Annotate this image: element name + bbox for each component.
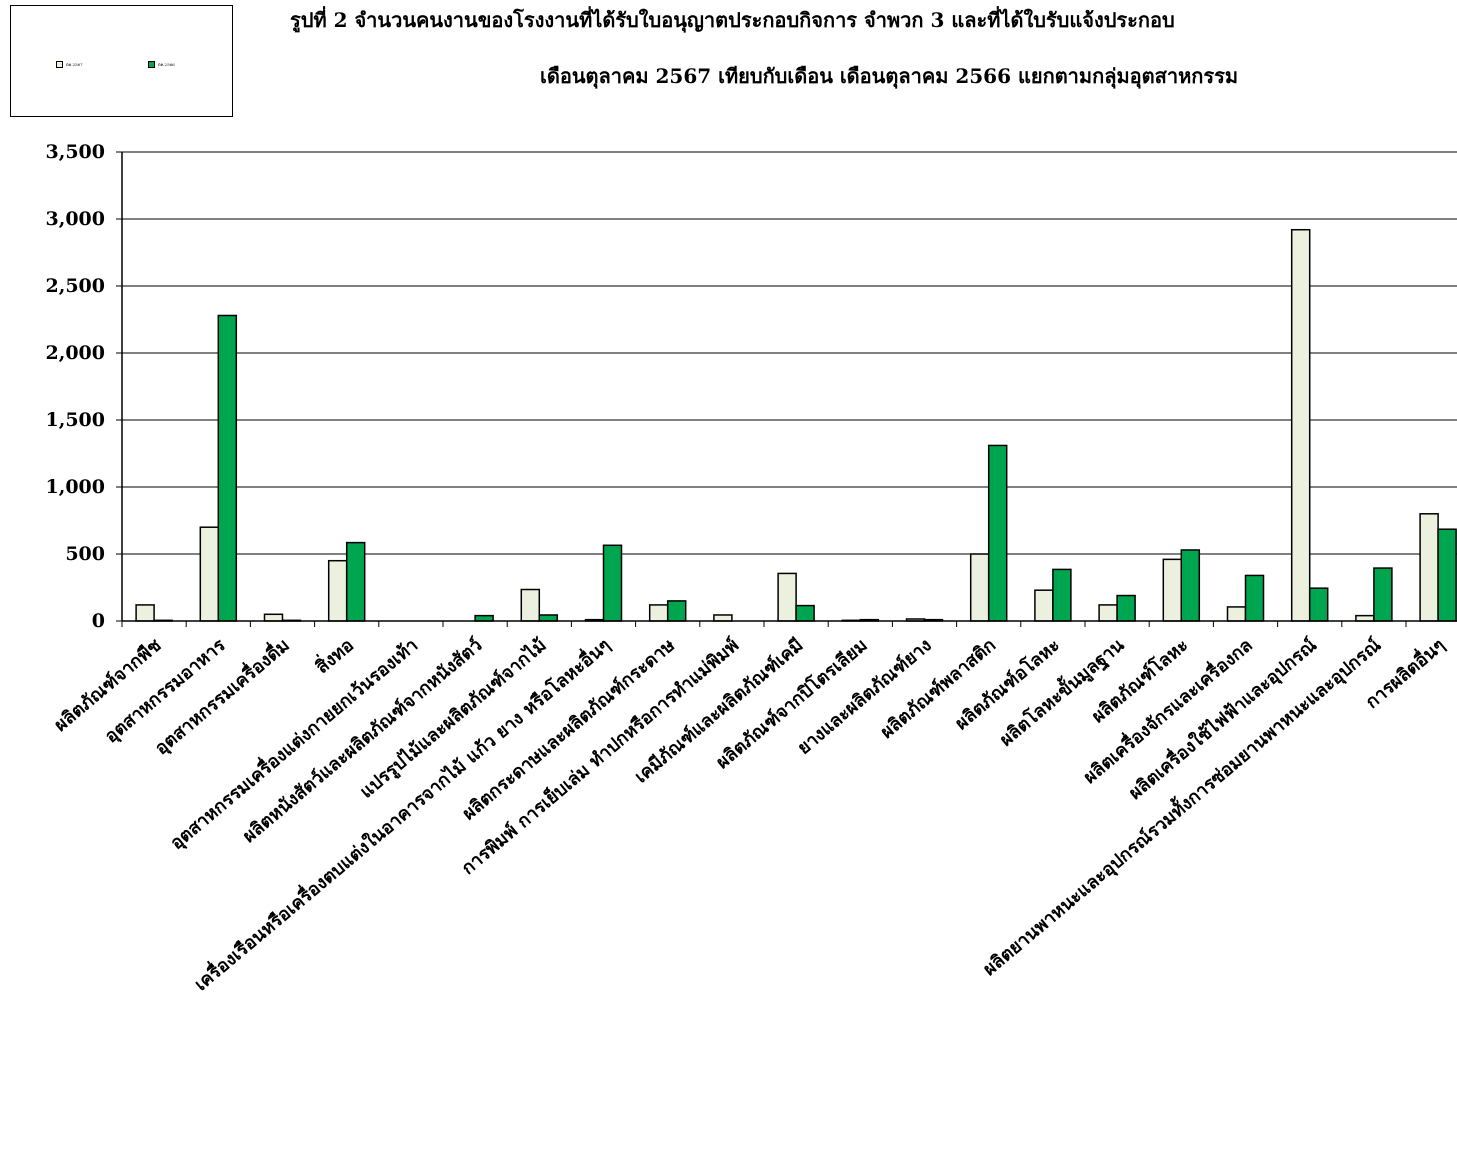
legend-label-2567: ตค.2567	[66, 62, 83, 67]
bar-2566	[538, 614, 559, 622]
legend-label-2566: ตค.2566	[158, 62, 175, 67]
bar-2567	[648, 604, 669, 622]
y-axis-ticks: 0 500 1,000 1,500 2,000 2,500 3,000 3,500	[46, 141, 122, 632]
bar-2567	[1226, 606, 1247, 622]
axes	[121, 152, 1457, 622]
bar-2567	[520, 588, 541, 622]
legend: ตค.2567 ตค.2566	[10, 5, 233, 117]
y-tick-label: 2,500	[46, 275, 106, 297]
y-tick-label: 3,500	[46, 141, 106, 163]
bar-2567	[327, 559, 348, 622]
legend-item-2566: ตค.2566	[148, 61, 175, 68]
x-axis-ticks: ผลิตภัณฑ์จากพืชอุตสาหกรรมอาหารอุตสาหกรรม…	[50, 621, 1449, 995]
x-tick-label: สิ่งทอ	[310, 632, 358, 678]
y-tick-label: 3,000	[46, 208, 106, 230]
bar-2567	[777, 572, 797, 622]
bar-2566	[474, 614, 494, 622]
x-tick-label: เครื่องเรือนหรือเครื่องตบแต่งในอาคารจากไ…	[189, 632, 615, 995]
y-tick-label: 500	[65, 543, 105, 565]
bar-2567	[263, 613, 284, 622]
bar-2566	[795, 604, 815, 622]
y-tick-label: 1,000	[46, 476, 106, 498]
bar-2566	[1373, 567, 1393, 622]
y-tick-label: 2,000	[46, 342, 106, 364]
bar-2567	[1098, 604, 1118, 622]
bar-2567	[199, 526, 220, 622]
chart-title-line-1: รูปที่ 2 จำนวนคนงานของโรงงานที่ได้รับใบอ…	[290, 8, 1175, 32]
x-tick-label: ผลิตภัณฑ์จากพืช	[50, 634, 166, 736]
bar-2566	[1116, 594, 1136, 622]
bar-2567	[1162, 558, 1183, 622]
x-tick-label: ผลิตภัณฑ์พลาสติก	[876, 634, 1000, 743]
bar-2566	[1244, 574, 1265, 622]
bar-2567	[135, 604, 155, 622]
bar-2566	[1052, 568, 1072, 622]
bar-2566	[602, 544, 623, 622]
bar-2566	[1308, 587, 1329, 622]
bar-2567	[1419, 513, 1439, 622]
bar-2566	[1180, 549, 1201, 622]
bar-2567	[713, 614, 733, 622]
y-tick-label: 0	[92, 610, 105, 632]
bar-2566	[1437, 528, 1457, 622]
bar-2567	[969, 553, 990, 622]
chart-title-line-2: เดือนตุลาคม 2567 เทียบกับเดือน เดือนตุลา…	[540, 64, 1239, 88]
bar-2566	[217, 314, 238, 622]
bar-2567	[1355, 614, 1375, 622]
y-tick-label: 1,500	[46, 409, 106, 431]
bar-2566	[345, 541, 366, 622]
bar-2566	[666, 600, 687, 622]
bar-2566	[987, 444, 1008, 622]
gridlines	[122, 151, 1457, 555]
bar-2567	[1290, 228, 1311, 622]
x-tick-label: ผลิตภัณฑ์อโลหะ	[951, 634, 1065, 734]
bars	[135, 228, 1457, 622]
legend-swatch-2567	[56, 61, 63, 68]
legend-item-2567: ตค.2567	[56, 61, 83, 68]
legend-swatch-2566	[148, 61, 155, 68]
bar-2567	[1034, 589, 1054, 622]
x-tick-label: ผลิตยานพาหนะและอุปกรณ์รวมทั้งการซ่อมยานพ…	[977, 631, 1386, 980]
